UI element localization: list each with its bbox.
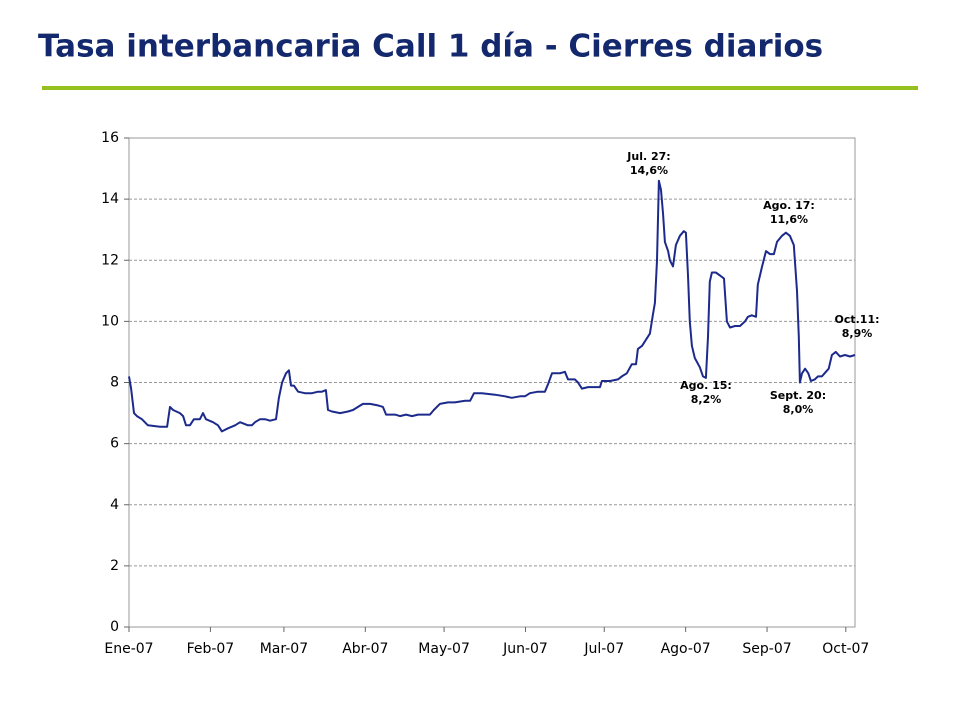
annotation: 8,0% xyxy=(783,403,814,416)
chart-title: Tasa interbancaria Call 1 día - Cierres … xyxy=(38,29,823,65)
x-tick-label: Sep-07 xyxy=(742,641,791,657)
y-tick-label: 8 xyxy=(110,375,119,391)
x-tick-label: Oct-07 xyxy=(822,641,869,657)
x-tick-label: Ene-07 xyxy=(104,641,153,657)
annotation: Oct.11: xyxy=(834,313,879,326)
data-line xyxy=(128,179,856,433)
annotation: Ago. 17: xyxy=(763,199,815,212)
annotation: 11,6% xyxy=(770,213,808,226)
x-tick-label: Feb-07 xyxy=(187,641,235,657)
x-tick-label: Jun-07 xyxy=(502,641,548,657)
y-tick-label: 6 xyxy=(110,436,119,452)
y-tick-label: 0 xyxy=(110,619,119,635)
y-tick-label: 2 xyxy=(110,558,119,574)
annotation: Jul. 27: xyxy=(626,150,670,163)
x-tick-label: Abr-07 xyxy=(342,641,388,657)
y-tick-label: 4 xyxy=(110,497,119,513)
annotation: Ago. 15: xyxy=(680,379,732,392)
y-tick-label: 14 xyxy=(101,191,119,207)
y-tick-label: 16 xyxy=(101,130,119,146)
annotation: Sept. 20: xyxy=(770,389,826,402)
x-tick-label: May-07 xyxy=(418,641,470,657)
y-tick-label: 10 xyxy=(101,313,119,329)
annotation: 14,6% xyxy=(630,164,668,177)
x-tick-label: Ago-07 xyxy=(661,641,711,657)
annotation: 8,2% xyxy=(691,393,722,406)
annotation: 8,9% xyxy=(842,327,873,340)
y-tick-label: 12 xyxy=(101,252,119,268)
x-tick-label: Jul-07 xyxy=(583,641,624,657)
x-tick-label: Mar-07 xyxy=(260,641,308,657)
